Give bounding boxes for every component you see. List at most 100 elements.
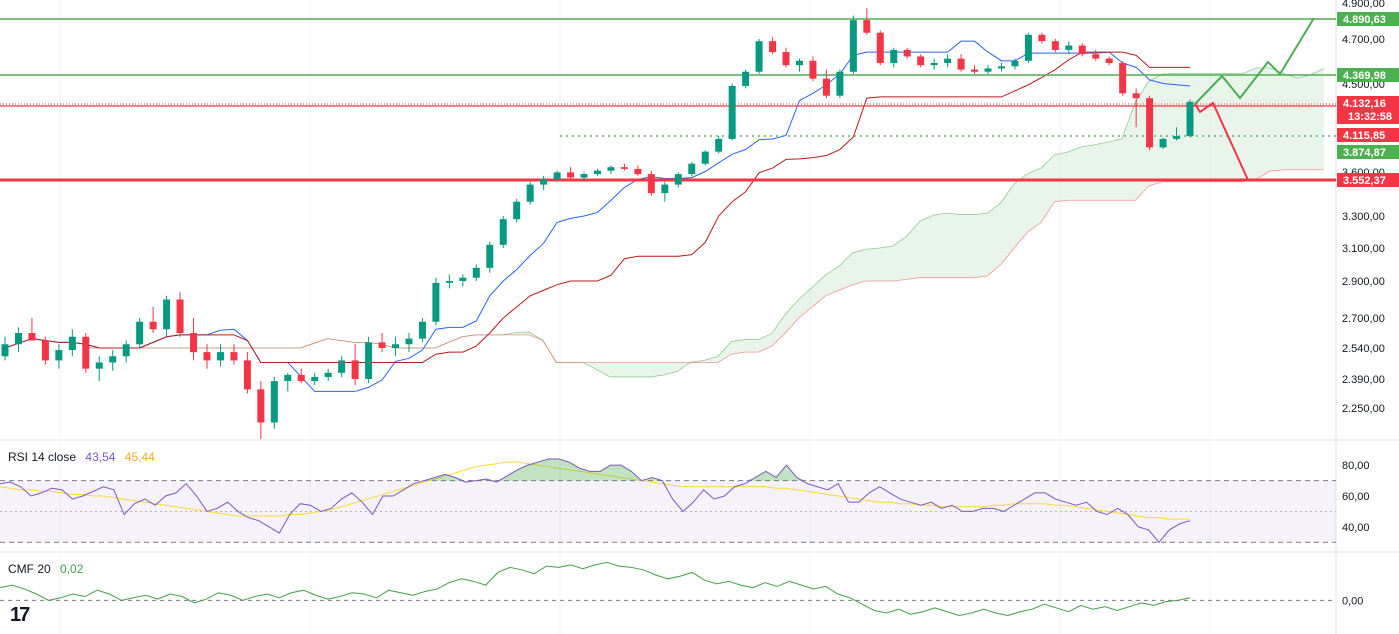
price-tick-label: 3.100,00	[1342, 243, 1385, 255]
candle-body	[620, 167, 628, 169]
candle-body	[809, 60, 817, 79]
resistance-top-tag-bg	[1337, 12, 1399, 26]
candle-body	[163, 299, 171, 330]
price-tick-label: 2.390,00	[1342, 374, 1385, 386]
candle-body	[526, 184, 534, 202]
candle-body	[459, 277, 467, 281]
support-dotted-tag-bg	[1337, 145, 1399, 159]
price-tick-label: 4.900,00	[1342, 0, 1385, 10]
cmf-legend-label: CMF 20	[8, 562, 51, 576]
candle-body	[405, 338, 413, 345]
rsi-line	[0, 458, 1191, 544]
rsi-ma-line	[0, 461, 1190, 520]
candle-body	[715, 138, 723, 152]
candle-body	[351, 360, 359, 379]
candle-body	[472, 267, 480, 278]
tradingview-logo: 17	[10, 604, 30, 626]
candle-body	[917, 56, 925, 66]
candle-body	[890, 49, 898, 63]
candle-body	[876, 32, 884, 63]
candle-body	[513, 201, 521, 220]
rsi-panel	[0, 458, 1336, 544]
candle-body	[567, 172, 575, 178]
candle-body	[432, 282, 440, 322]
candle-body	[1132, 93, 1140, 99]
candle-body	[701, 151, 709, 164]
kijun-tag: 4.115,85	[1343, 130, 1385, 142]
candle-body	[203, 352, 211, 361]
candle-body	[1105, 58, 1113, 63]
candle-body	[216, 352, 224, 361]
candle-body	[1011, 60, 1019, 67]
candle-body	[122, 344, 130, 357]
candle-body	[190, 333, 198, 353]
candle-body	[284, 374, 292, 382]
rsi-overbought-fill	[424, 458, 808, 481]
candle-body	[795, 60, 803, 66]
candle-body	[849, 20, 857, 72]
candle-body	[1119, 63, 1127, 94]
candle-body	[540, 179, 548, 185]
support-dotted-tag: 3.874,87	[1343, 147, 1386, 159]
candle-body	[1159, 138, 1167, 148]
candle-body	[634, 168, 642, 175]
rsi-legend-label: RSI 14 close	[8, 450, 77, 464]
countdown-tag: 13:32:58	[1348, 111, 1392, 123]
resistance-mid-tag: 4.369,98	[1343, 70, 1386, 82]
candle-body	[1051, 41, 1059, 50]
candle-body	[365, 342, 373, 379]
candle-body	[14, 333, 22, 345]
kijun-tag-bg	[1337, 128, 1399, 142]
candle-body	[270, 381, 278, 423]
candle-body	[378, 342, 386, 348]
price-tick-label: 2.540,00	[1342, 343, 1385, 355]
rsi-tick-label: 80,00	[1342, 460, 1370, 472]
price-panel	[0, 8, 1336, 440]
candle-body	[499, 219, 507, 245]
bearish-projection-path	[1194, 101, 1249, 181]
candle-body	[392, 344, 400, 348]
senkou-span-b	[85, 169, 1324, 363]
price-tick-label: 2.900,00	[1342, 276, 1385, 288]
candle-body	[997, 66, 1005, 69]
resistance-mid-tag-bg	[1337, 68, 1399, 82]
cmf-line	[0, 561, 1191, 617]
current-price-tag: 4.132,16	[1343, 98, 1386, 110]
rsi-tick-label: 60,00	[1342, 491, 1370, 503]
candle-body	[1038, 34, 1046, 42]
candle-body	[1065, 45, 1073, 50]
candle-body	[1173, 136, 1181, 139]
candle-body	[136, 321, 144, 345]
candle-body	[984, 68, 992, 72]
rsi-tick-label: 40,00	[1342, 522, 1370, 534]
rsi-legend-value: 43,54	[85, 450, 116, 464]
candle-body	[82, 336, 90, 369]
candle-body	[661, 184, 669, 194]
candle-body	[822, 78, 830, 96]
candle-body	[149, 321, 157, 330]
current-price-tag-bg	[1337, 96, 1399, 124]
candle-body	[1092, 54, 1100, 59]
candle-body	[769, 41, 777, 53]
candle-body	[324, 372, 332, 377]
candle-body	[311, 376, 319, 382]
rsi-ma-legend-value: 45,44	[124, 450, 155, 464]
candle-body	[243, 360, 251, 390]
candle-body	[688, 163, 696, 175]
candle-body	[297, 374, 305, 382]
bullish-projection-path	[1194, 17, 1315, 105]
candle-body	[445, 281, 453, 283]
candle-body	[742, 71, 750, 86]
candle-body	[109, 356, 117, 363]
candle-body	[486, 244, 494, 268]
candle-body	[903, 49, 911, 57]
candle-body	[755, 41, 763, 72]
kijun-sen-line	[4, 51, 1190, 363]
cmf-panel	[0, 561, 1336, 617]
cmf-tick-label: 0,00	[1342, 595, 1363, 607]
price-tick-label: 4.700,00	[1342, 34, 1385, 46]
candle-body	[944, 58, 952, 63]
candle-body	[1024, 34, 1032, 61]
candle-body	[1, 344, 9, 357]
